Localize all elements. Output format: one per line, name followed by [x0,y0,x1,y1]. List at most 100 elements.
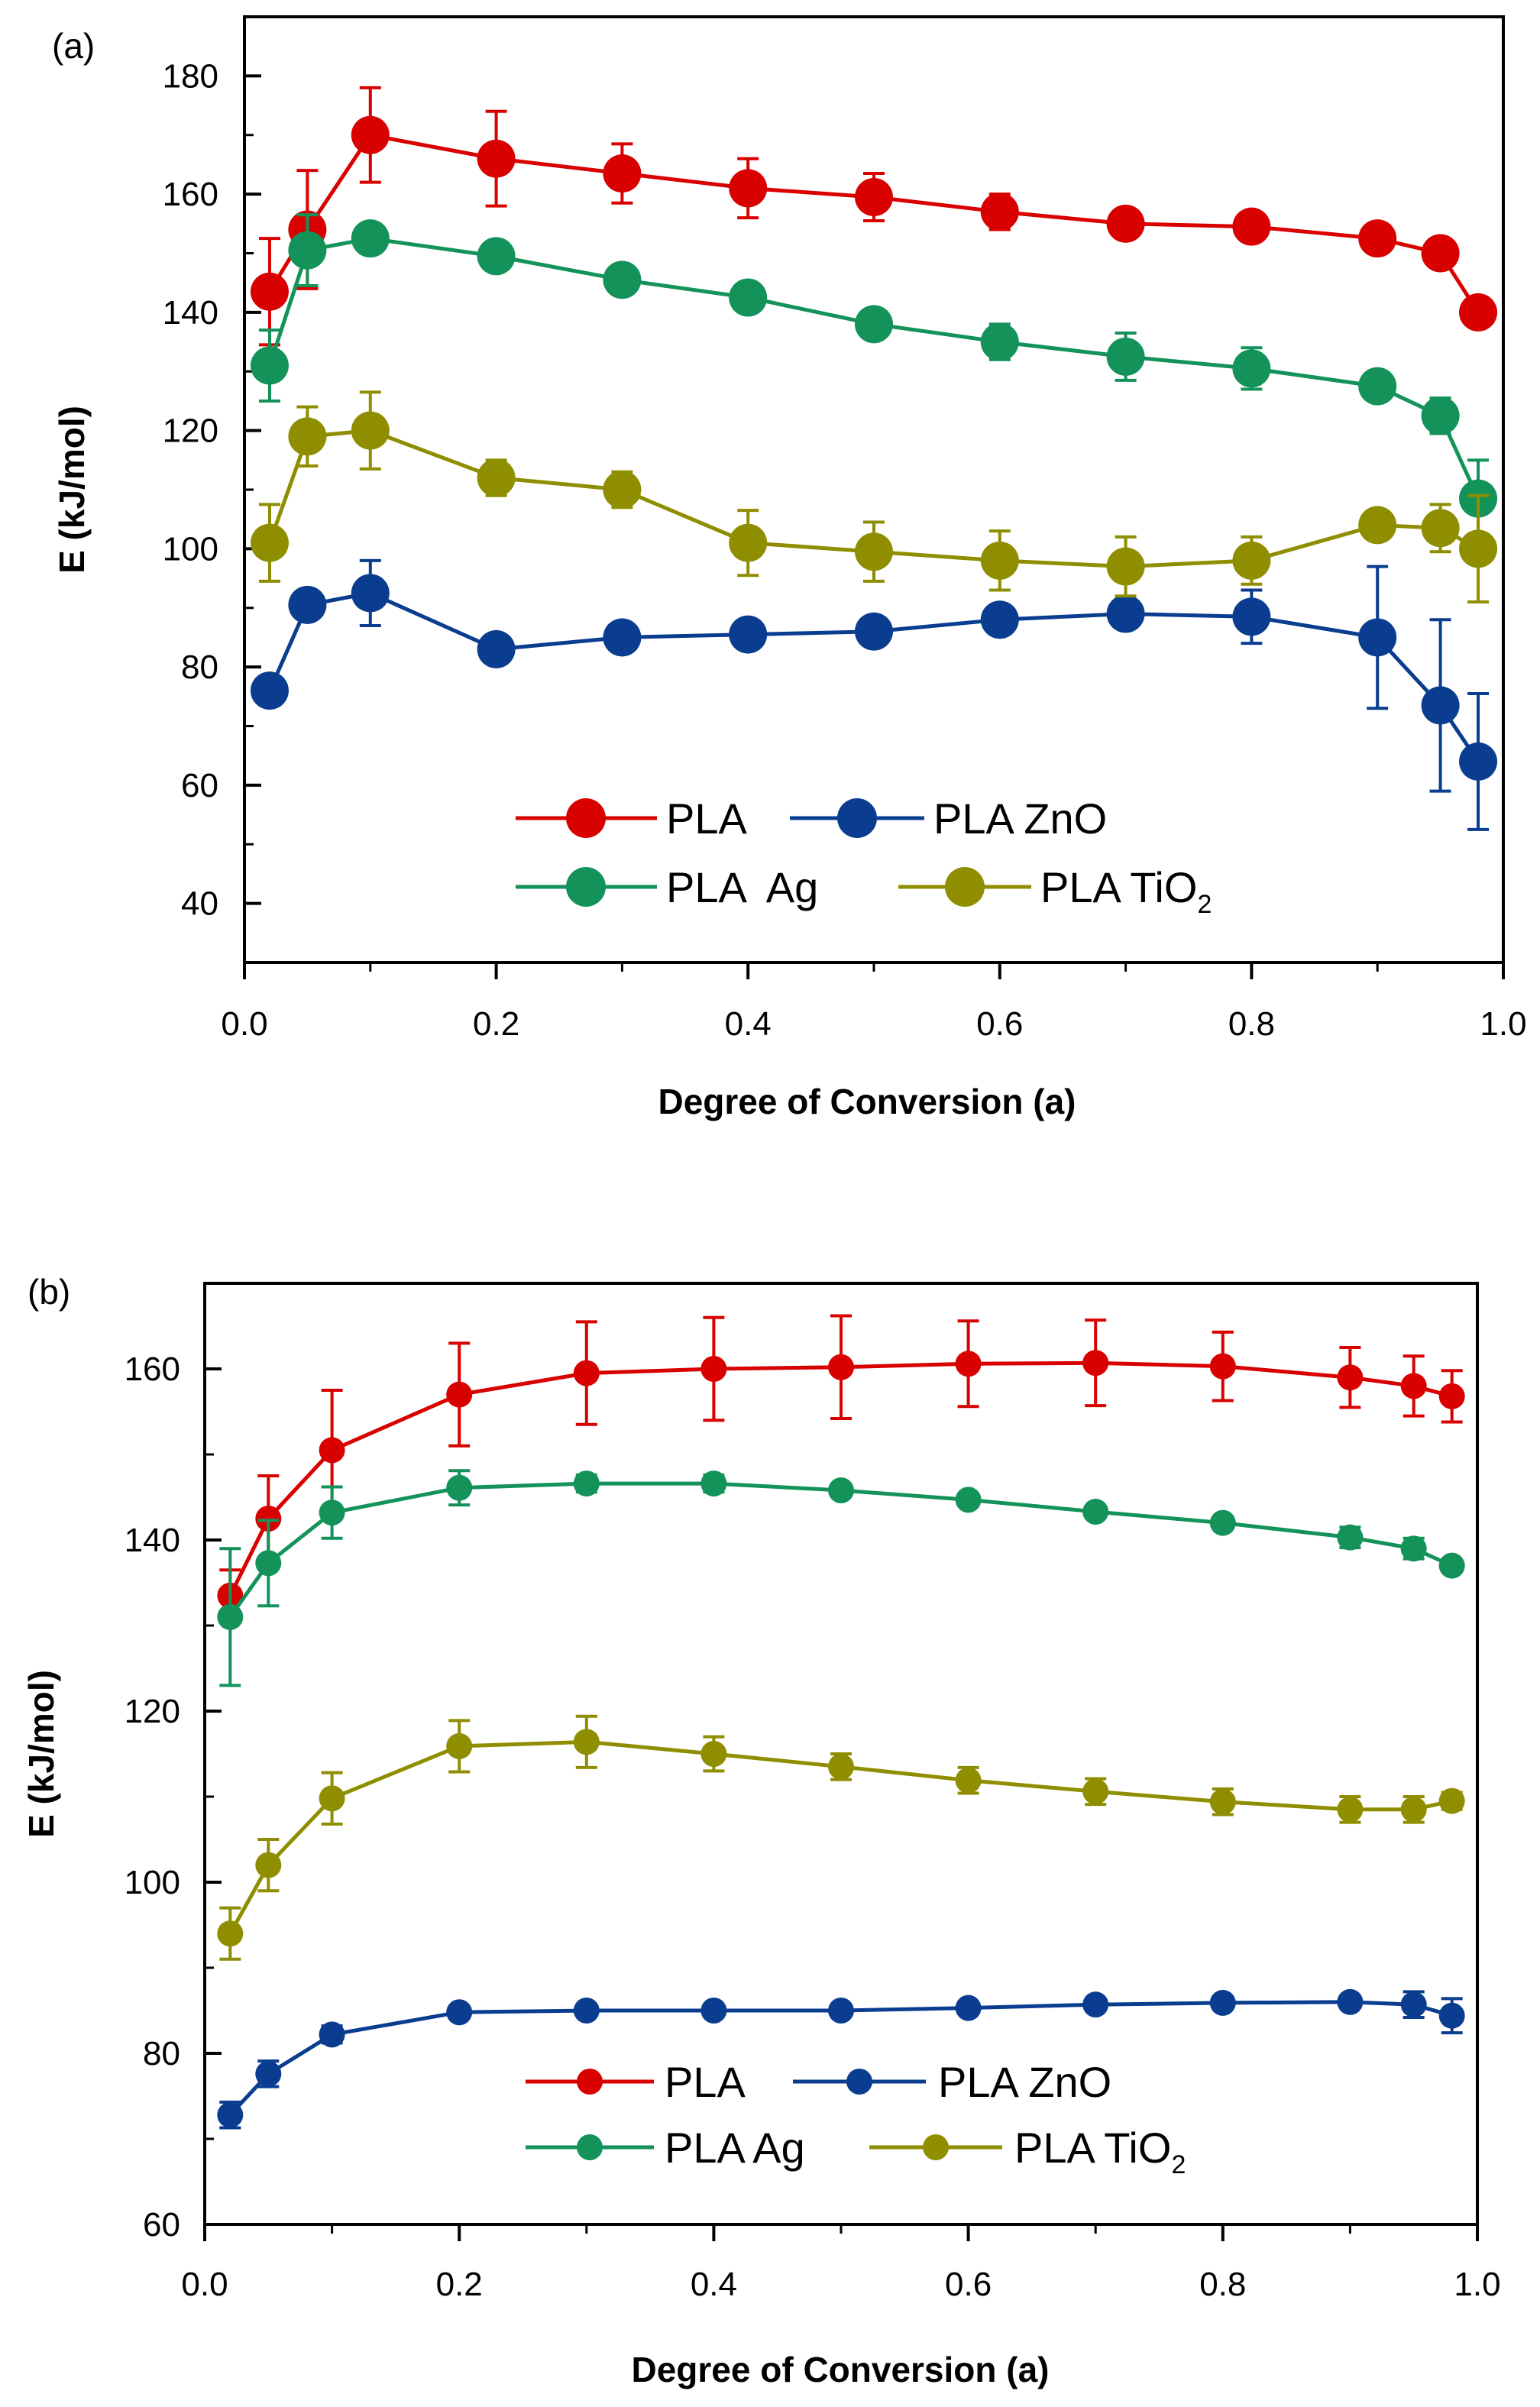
data-point [319,1500,345,1526]
data-point [573,1998,600,2024]
legend-b-tio2-marker [923,2134,949,2160]
data-point [855,177,893,216]
y-tick-label-40: 40 [181,885,218,923]
data-point [217,1603,244,1630]
data-point [217,2101,244,2128]
data-point [477,629,516,668]
data-point [603,154,642,193]
x-tick-label-1.0: 1.0 [1480,1005,1526,1043]
data-point [1337,1988,1364,2015]
data-point [573,1360,600,1386]
y-tick-label-160: 160 [163,176,218,213]
panel-b-x-axis: 0.0 0.2 0.4 0.6 0.8 1.0 [181,2224,1501,2303]
data-point [1400,1796,1427,1823]
data-point [351,219,390,258]
series-pla-tio2 [217,1714,1465,1961]
series-pla-ag [250,213,1498,539]
legend-b-ag-label: PLA Ag [665,2124,805,2172]
data-point [603,618,642,657]
data-point [700,1470,727,1497]
data-point [729,169,768,208]
x-tick-label-0.4: 0.4 [691,2266,737,2303]
data-point [573,1470,600,1497]
data-point [1232,541,1271,580]
x-tick-label-0.0: 0.0 [181,2266,228,2303]
data-point [1337,1524,1364,1551]
data-point [729,278,768,317]
legend-a-tio2-label-sub: 2 [1197,890,1212,919]
data-point [255,1550,282,1577]
panel-a-x-axis: 0.0 0.2 0.4 0.6 0.8 1.0 [221,962,1527,1043]
data-point [351,115,390,154]
data-point [1106,337,1145,376]
data-point [319,2021,345,2048]
y-tick-label-180: 180 [163,57,218,95]
data-point [980,322,1019,361]
data-point [319,1785,345,1812]
panel-a-series [250,86,1498,831]
legend-a-ag-label: PLA Ag [666,863,818,911]
data-point [1232,349,1271,388]
data-point [980,600,1019,639]
data-point [1082,1991,1109,2018]
y-tick-label-100: 100 [125,1864,180,1901]
panel-a-legend: PLA PLA ZnO PLA Ag PLA TiO2 [516,794,1212,919]
data-point [1209,1788,1236,1815]
data-point [446,1381,473,1408]
data-point [250,346,289,385]
data-point [1209,1353,1236,1380]
data-point [250,671,289,710]
data-point [828,1753,854,1780]
data-point [255,1506,282,1532]
legend-b-znO-marker [846,2069,872,2095]
data-point [250,272,289,311]
panel-b-legend: PLA PLA ZnO PLA Ag PLA TiO2 [526,2058,1186,2179]
data-point [1438,1787,1465,1814]
legend-a-pla-label: PLA [666,794,747,843]
data-point [288,585,327,624]
data-point [700,1998,727,2024]
panel-b-x-axis-title: Degree of Conversion (a) [632,2350,1050,2389]
data-point [700,1356,727,1382]
data-point [955,1487,982,1513]
data-point [477,458,516,497]
x-tick-label-0.0: 0.0 [221,1005,267,1043]
data-point [955,1767,982,1794]
legend-a-znO-label: PLA ZnO [933,794,1107,843]
series-pla-zno [250,558,1498,831]
data-point [955,1351,982,1377]
legend-b-pla-label: PLA [665,2058,746,2106]
data-point [1421,396,1460,435]
data-point [446,1999,473,2026]
panel-a-x-axis-title: Degree of Conversion (a) [658,1082,1076,1121]
data-point [603,260,642,299]
data-point [700,1741,727,1767]
data-point [1438,2002,1465,2029]
data-point [1232,597,1271,636]
y-tick-label-80: 80 [143,2035,180,2072]
data-point [1421,509,1460,548]
series-pla-zno [217,1988,1465,2130]
data-point [1082,1778,1109,1805]
panel-b-y-axis: 60 80 100 120 140 160 [125,1351,222,2244]
data-point [1358,506,1397,545]
series-pla-ag [217,1469,1465,1687]
data-point [446,1474,473,1501]
data-point [729,615,768,654]
legend-b-znO-label: PLA ZnO [938,2058,1111,2106]
data-point [1337,1364,1364,1391]
panel-b-series [217,1314,1465,2130]
data-point [1459,293,1498,332]
series-line [267,133,1480,314]
data-point [1209,1989,1236,2016]
data-point [319,1437,345,1464]
data-point [217,1920,244,1947]
data-point [1358,219,1397,258]
data-point [1438,1383,1465,1409]
data-point [1358,367,1397,406]
data-point [1400,1535,1427,1562]
legend-a-tio2-marker [945,867,985,907]
data-point [955,1995,982,2021]
data-point [828,1354,854,1380]
